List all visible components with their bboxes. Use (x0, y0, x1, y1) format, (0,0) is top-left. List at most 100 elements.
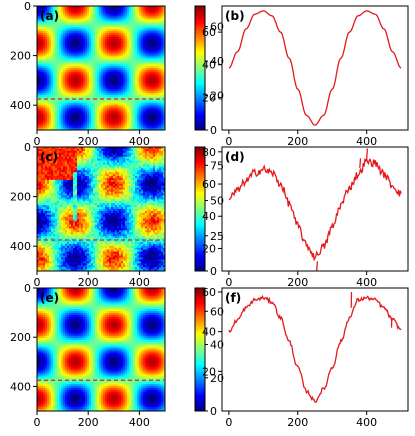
colorbar: 0 20 40 60 (194, 287, 224, 418)
panel-label: (b) (225, 9, 245, 23)
colorbar-step (195, 388, 205, 391)
colorbar-step (195, 260, 205, 264)
colorbar-step (195, 74, 205, 77)
colorbar-step (195, 298, 205, 301)
colorbar-step (195, 109, 205, 112)
colorbar-step (195, 227, 205, 231)
colorbar-frame (194, 146, 206, 272)
colorbar: 0 25 50 75 (194, 146, 224, 278)
x-tick-label: 0 (225, 135, 232, 148)
colorbar-step (195, 51, 205, 55)
colorbar-step (195, 153, 205, 156)
colorbar-step (195, 167, 205, 171)
colorbar-step (195, 82, 205, 86)
colorbar-step (195, 96, 205, 100)
colorbar-step (195, 312, 205, 316)
plot-frame (221, 287, 409, 412)
colorbar-step (195, 380, 205, 383)
colorbar-step (195, 55, 205, 59)
colorbar-step (195, 30, 205, 34)
colorbar-step (195, 8, 205, 11)
colorbar-tick-label: 20 (210, 372, 224, 385)
colorbar-step (195, 329, 205, 332)
colorbar-step (195, 10, 205, 13)
x-tick-label: 400 (129, 135, 150, 148)
colorbar-step (195, 244, 205, 247)
y-tick-label: 0 (24, 141, 31, 154)
panel-label: (f) (225, 291, 241, 305)
x-tick-label: 0 (34, 276, 41, 289)
colorbar-step (195, 165, 205, 169)
colorbar-step (195, 84, 205, 88)
colorbar-step (195, 196, 205, 200)
colorbar-step (195, 353, 205, 357)
x-tick-label: 400 (129, 276, 150, 289)
colorbar-step (195, 26, 205, 30)
colorbar-step (195, 351, 205, 355)
colorbar-step (195, 310, 205, 314)
colorbar-step (195, 308, 205, 312)
y-tick-label: 40 (202, 59, 216, 72)
x-tick-label: 0 (34, 416, 41, 429)
panel-label: (a) (40, 9, 59, 23)
colorbar-step (195, 80, 205, 83)
colorbar-step (195, 99, 205, 102)
colorbar-step (195, 211, 205, 214)
colorbar-step (195, 262, 205, 266)
colorbar-step (195, 365, 205, 369)
colorbar-step (195, 318, 205, 322)
colorbar-step (195, 34, 205, 38)
colorbar-step (195, 119, 205, 123)
y-tick-label: 200 (10, 50, 31, 63)
colorbar-step (195, 125, 205, 129)
colorbar-step (195, 175, 205, 179)
colorbar-tick-label: 0 (210, 124, 217, 137)
colorbar-tick-label: 0 (210, 265, 217, 278)
colorbar-step (195, 173, 205, 177)
plot-frame (221, 5, 409, 131)
colorbar-step (195, 213, 205, 216)
colorbar-step (195, 242, 205, 245)
colorbar-step (195, 302, 205, 305)
colorbar-step (195, 316, 205, 320)
panel-label: (e) (40, 291, 59, 305)
colorbar-step (195, 61, 205, 65)
colorbar-step (195, 231, 205, 235)
colorbar-step (195, 169, 205, 173)
colorbar-step (195, 341, 205, 344)
colorbar-step (195, 294, 205, 297)
colorbar-step (195, 186, 205, 189)
colorbar-step (195, 202, 205, 206)
colorbar-step (195, 111, 205, 114)
colorbar-step (195, 184, 205, 187)
colorbar-step (195, 339, 205, 342)
colorbar-step (195, 219, 205, 222)
colorbar-tick-label: 75 (210, 159, 224, 172)
x-tick-label: 0 (34, 135, 41, 148)
colorbar-step (195, 200, 205, 204)
colorbar-step (195, 94, 205, 98)
colorbar-step (195, 127, 205, 131)
heatmap-frame (36, 287, 166, 412)
colorbar-step (195, 404, 205, 408)
colorbar-step (195, 123, 205, 127)
colorbar-step (195, 396, 205, 400)
colorbar-tick-label: 0 (210, 405, 217, 418)
colorbar-step (195, 68, 205, 71)
colorbar-step (195, 384, 205, 387)
colorbar-step (195, 155, 205, 158)
colorbar-step (195, 59, 205, 63)
colorbar-step (195, 390, 205, 394)
colorbar-step (195, 47, 205, 50)
colorbar-step (195, 70, 205, 73)
colorbar-step (195, 88, 205, 92)
colorbar-step (195, 392, 205, 396)
y-tick-label: 400 (10, 380, 31, 393)
colorbar-step (195, 382, 205, 385)
colorbar-step (195, 78, 205, 81)
colorbar-step (195, 306, 205, 309)
colorbar-step (195, 314, 205, 318)
x-tick-label: 400 (356, 135, 377, 148)
colorbar-step (195, 163, 205, 167)
